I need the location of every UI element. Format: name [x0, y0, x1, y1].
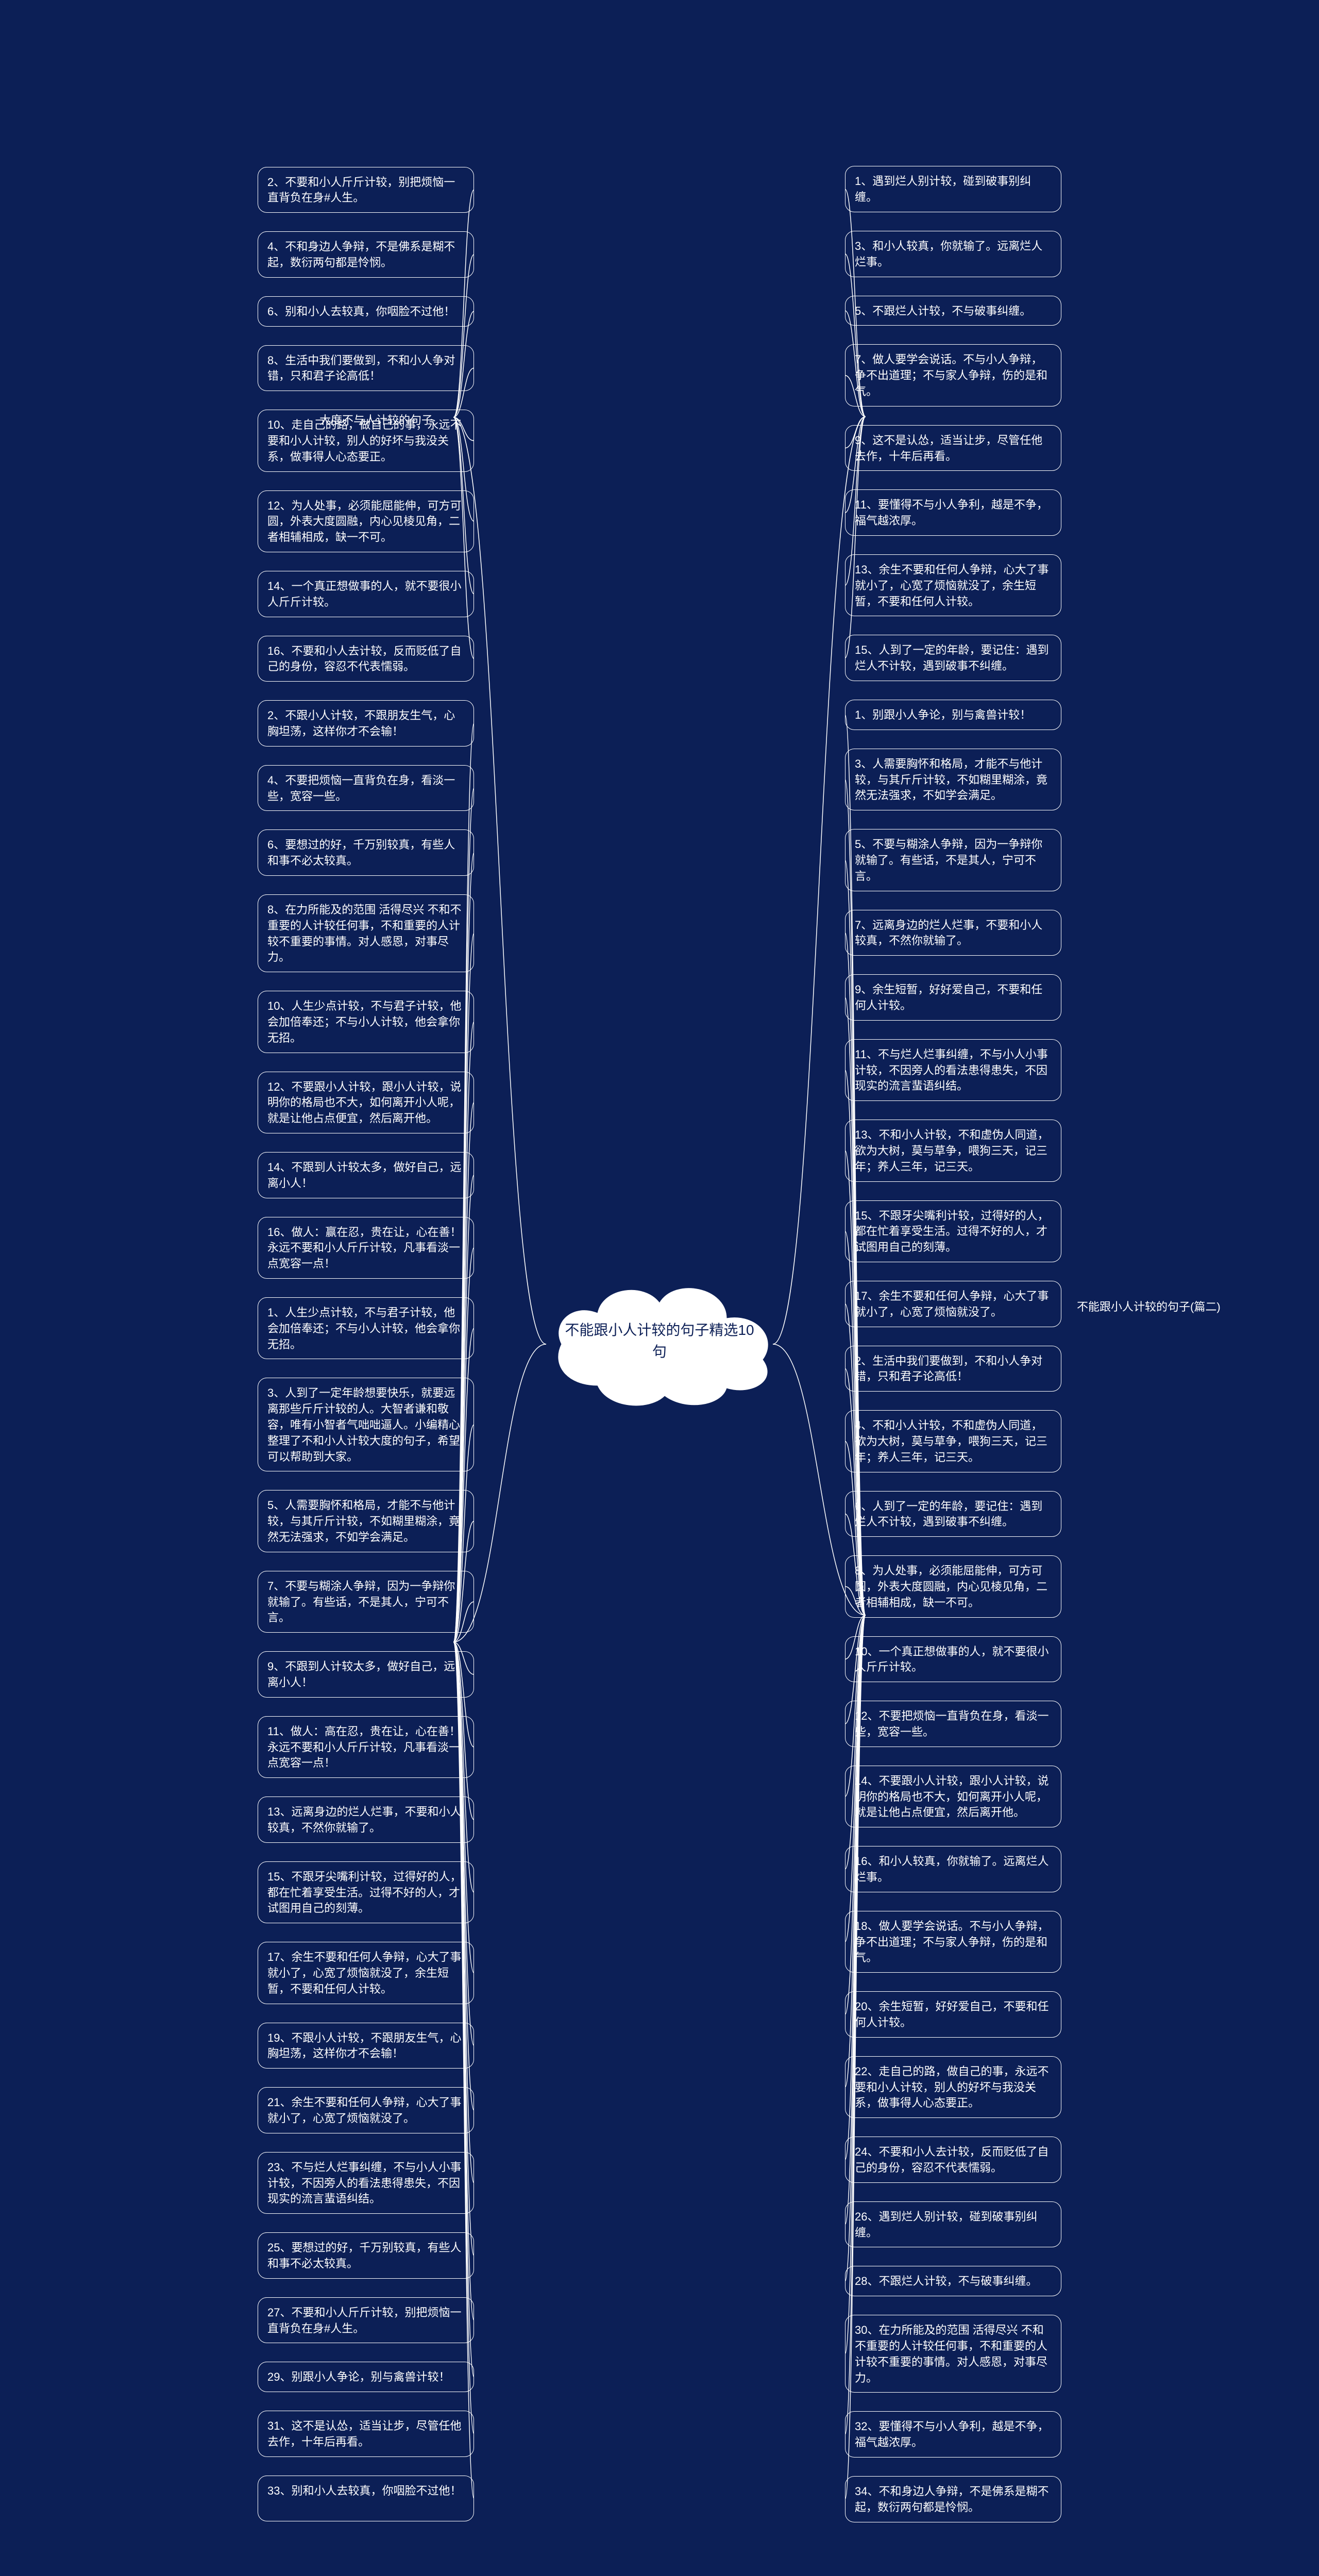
center-title: 不能跟小人计较的句子精选10句: [561, 1319, 758, 1363]
center-node: 不能跟小人计较的句子精选10句: [536, 1272, 783, 1416]
